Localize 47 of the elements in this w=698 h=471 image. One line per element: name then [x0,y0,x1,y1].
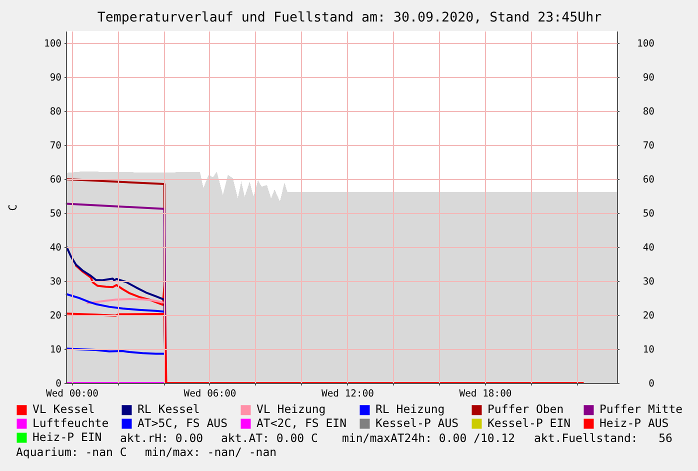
legend-label: Kessel-P EIN [488,416,571,430]
y2-tick-label: 20 [642,310,655,322]
legend-label: Puffer Mitte [600,402,683,416]
y2-tick-label: 90 [642,72,655,84]
x-tick-label: Wed 12:00 [321,388,374,400]
text: akt.rH: 0.00 [120,431,204,445]
y-tick-label: 50 [50,208,62,220]
legend-label: VL Kessel [32,402,95,416]
legend-label: RL Heizung [376,402,445,416]
text: akt.AT: 0.00 C [221,431,318,445]
y-tick-label: 70 [50,140,62,152]
y-tick-label: 0 [56,378,62,390]
x-tick-label: Wed 00:00 [46,388,99,400]
chart-title: Temperaturverlauf und Fuellstand am: 30.09.2020, Stand 23:45Uhr [97,10,602,26]
y-tick-label: 60 [50,174,62,186]
y-tick-label: 30 [50,276,62,288]
y-tick-label: 100 [44,38,62,50]
y2-tick-label: 40 [642,242,655,254]
y2-tick-label: 60 [642,174,655,186]
y-tick-label: 20 [50,310,62,322]
text: Aquarium: -nan C [16,445,127,459]
y2-tick-label: 0 [648,378,655,390]
y-tick-label: 40 [50,242,62,254]
text: min/maxAT24h: 0.00 /10.12 [342,431,516,445]
y2-tick-label: 10 [642,344,655,356]
y2-tick-label: 100 [637,38,655,50]
y2-tick-label: 80 [642,106,655,118]
y2-tick-label: 70 [642,140,655,152]
text: min/max: -nan/ -nan [145,445,277,459]
y-tick-label: 80 [50,106,62,118]
legend-label: AT<2C, FS EIN [256,416,347,430]
legend-label: VL Heizung [256,402,326,416]
legend-label: Heiz-P AUS [600,416,669,430]
y2-tick-label: 50 [642,208,655,220]
legend-label: AT>5C, FS AUS [138,416,228,430]
legend-label: Puffer Oben [488,402,564,416]
x-tick-label: Wed 06:00 [184,388,236,400]
legend-label: Heiz-P EIN [32,430,102,444]
x-tick-label: Wed 18:00 [459,388,512,400]
y2-tick-label: 30 [642,276,655,288]
legend-label: Luftfeuchte [32,416,109,430]
text: akt.Fuellstand: 56 [534,431,673,445]
y-tick-label: 90 [50,72,62,84]
y-tick-label: 10 [50,344,62,356]
legend-label: Kessel-P AUS [376,416,459,430]
legend-label: RL Kessel [138,402,200,416]
y-axis-title: C [6,204,20,211]
